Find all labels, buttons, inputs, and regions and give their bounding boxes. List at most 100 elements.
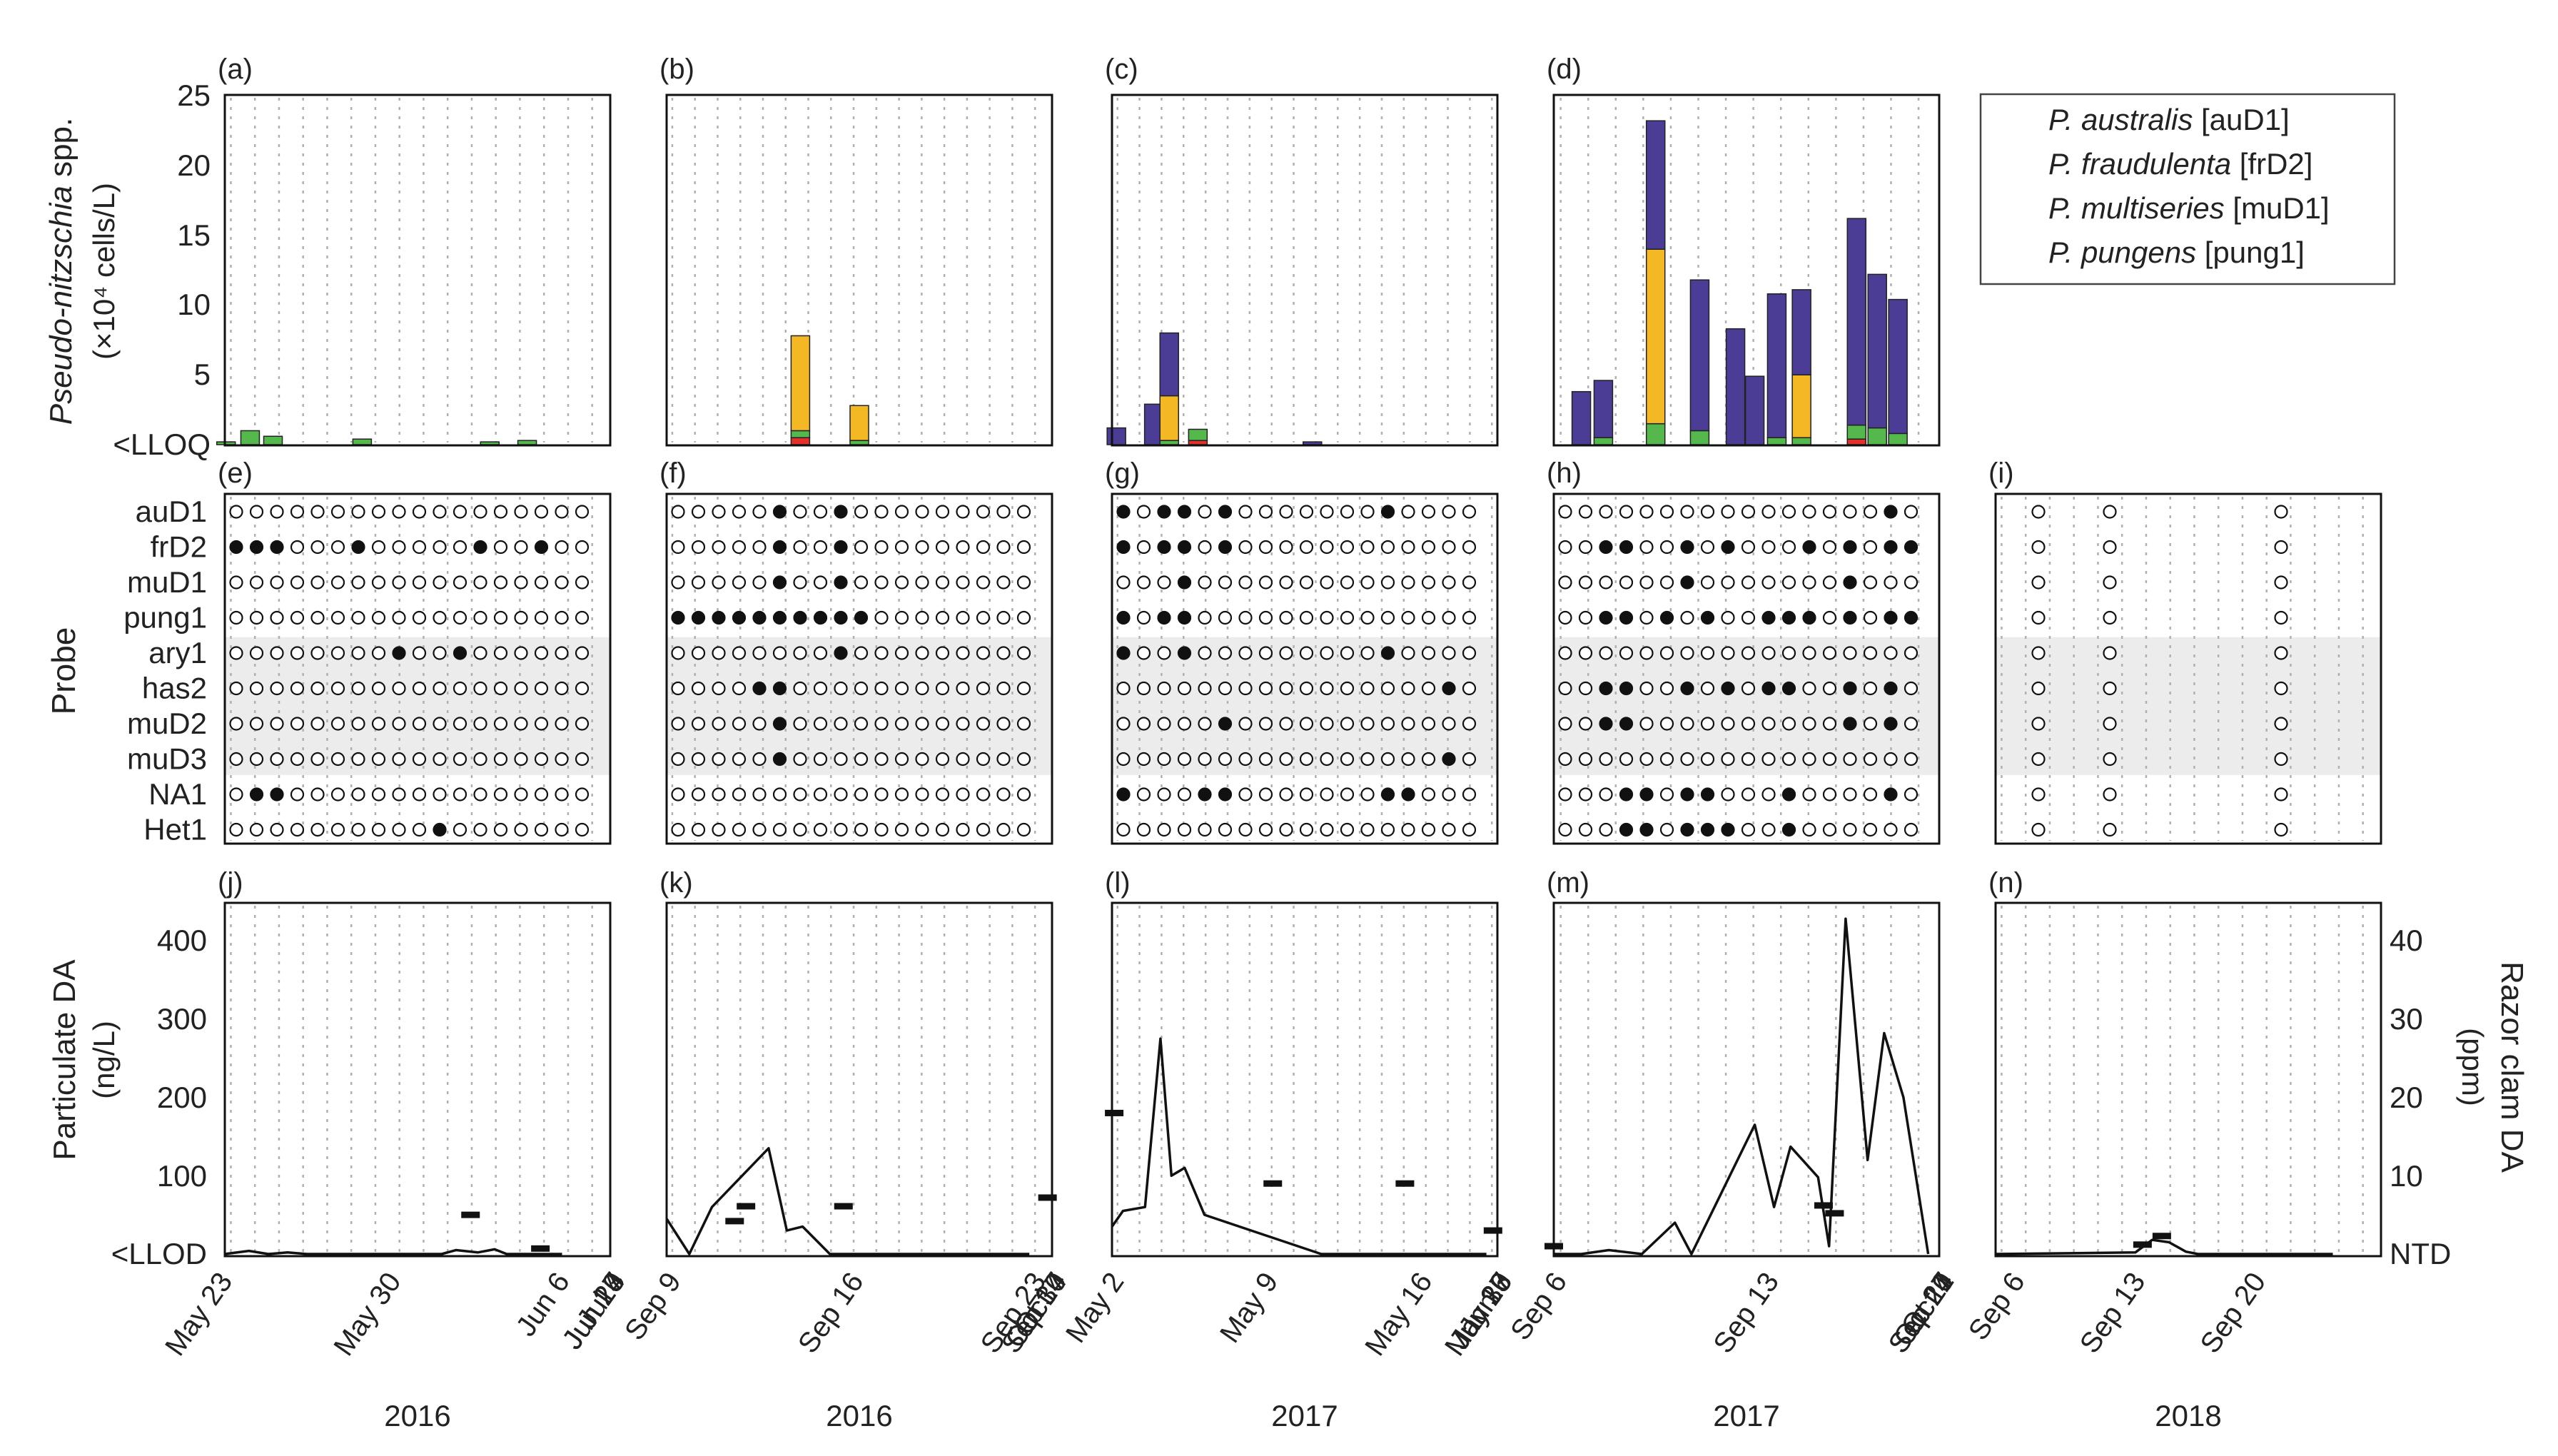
probe-nondetect-dot — [1442, 575, 1456, 590]
pda-axis-units: (ng/L) — [87, 1021, 121, 1099]
probe-nondetect-dot — [290, 822, 305, 837]
probe-nondetect-dot — [1659, 822, 1674, 837]
probe-nondetect-dot — [575, 610, 590, 625]
probe-nondetect-dot — [1258, 505, 1273, 519]
probe-nondetect-dot — [392, 822, 406, 837]
probe-nondetect-dot — [534, 505, 549, 519]
probe-nondetect-dot — [433, 717, 447, 731]
pda-panel-frame — [1552, 901, 1941, 1258]
razor-clam-marker — [1814, 1202, 1833, 1209]
probe-nondetect-dot — [351, 787, 365, 802]
probe-nondetect-dot — [1822, 717, 1837, 731]
probe-nondetect-dot — [433, 575, 447, 590]
probe-nondetect-dot — [1802, 822, 1816, 837]
probe-detect-dot — [772, 575, 787, 590]
probe-nondetect-dot — [514, 752, 528, 767]
probe-nondetect-dot — [834, 822, 848, 837]
year-label: 2017 — [1713, 1399, 1779, 1432]
probe-nondetect-dot — [514, 540, 528, 555]
probe-nondetect-dot — [433, 540, 447, 555]
bar-segment-muD1 — [1645, 248, 1666, 425]
probe-nondetect-dot — [1802, 646, 1816, 660]
probe-nondetect-dot — [493, 646, 508, 660]
probe-nondetect-dot — [1721, 787, 1735, 802]
bar-segment-frD2 — [1867, 427, 1887, 445]
probe-nondetect-dot — [1016, 505, 1031, 519]
probe-nondetect-dot — [1442, 505, 1456, 519]
probe-detect-dot — [1157, 540, 1171, 555]
probe-nondetect-dot — [1863, 505, 1878, 519]
bar-segment-pung1 — [1593, 380, 1614, 438]
probe-detect-dot — [1619, 717, 1634, 731]
probe-nondetect-dot — [1016, 681, 1031, 696]
probe-nondetect-dot — [1721, 575, 1735, 590]
probe-nondetect-dot — [1802, 717, 1816, 731]
pda-panel-frame — [223, 901, 612, 1258]
probe-nondetect-dot — [1421, 787, 1436, 802]
probe-detect-dot — [834, 575, 848, 590]
probe-nondetect-dot — [1462, 822, 1477, 837]
probe-nondetect-dot — [854, 752, 869, 767]
panel-letter: (d) — [1547, 54, 1582, 85]
razor-tick-label: NTD — [2390, 1237, 2451, 1270]
razor-tick-label: 10 — [2390, 1159, 2423, 1193]
probe-nondetect-dot — [249, 610, 264, 625]
probe-nondetect-dot — [1700, 540, 1715, 555]
abundance-panel-frame — [1111, 93, 1499, 447]
probe-nondetect-dot — [1442, 540, 1456, 555]
pda-series-line — [665, 1147, 1030, 1255]
probe-nondetect-dot — [935, 752, 950, 767]
probe-nondetect-dot — [2274, 717, 2288, 731]
probe-detect-dot — [1442, 752, 1456, 767]
probe-nondetect-dot — [1016, 717, 1031, 731]
probe-nondetect-dot — [1822, 505, 1837, 519]
probe-nondetect-dot — [712, 646, 726, 660]
probe-nondetect-dot — [2103, 681, 2117, 696]
probe-nondetect-dot — [1659, 787, 1674, 802]
probe-nondetect-dot — [691, 752, 706, 767]
probe-nondetect-dot — [1238, 505, 1253, 519]
razor-axis-title: Razor clam DA — [2494, 961, 2529, 1173]
probe-nondetect-dot — [1177, 717, 1192, 731]
probe-nondetect-dot — [976, 822, 991, 837]
probe-nondetect-dot — [473, 610, 487, 625]
probe-nondetect-dot — [1599, 505, 1613, 519]
probe-nondetect-dot — [1360, 610, 1375, 625]
probe-nondetect-dot — [1340, 787, 1355, 802]
probe-nondetect-dot — [1442, 717, 1456, 731]
probe-nondetect-dot — [1700, 505, 1715, 519]
probe-nondetect-dot — [433, 787, 447, 802]
probe-nondetect-dot — [935, 540, 950, 555]
probe-nondetect-dot — [1198, 752, 1212, 767]
probe-nondetect-dot — [1578, 787, 1593, 802]
probe-nondetect-dot — [1421, 610, 1436, 625]
probe-nondetect-dot — [854, 787, 869, 802]
probe-nondetect-dot — [671, 505, 685, 519]
probe-nondetect-dot — [1700, 575, 1715, 590]
probe-nondetect-dot — [976, 717, 991, 731]
probe-nondetect-dot — [976, 752, 991, 767]
probe-nondetect-dot — [1258, 575, 1273, 590]
probe-nondetect-dot — [1843, 752, 1857, 767]
probe-nondetect-dot — [1639, 540, 1654, 555]
probe-nondetect-dot — [1238, 752, 1253, 767]
date-tick-label: Sep 16 — [792, 1267, 870, 1359]
probe-nondetect-dot — [371, 575, 386, 590]
probe-nondetect-dot — [1558, 646, 1572, 660]
probe-nondetect-dot — [453, 610, 467, 625]
probe-detect-dot — [1781, 787, 1796, 802]
probe-nondetect-dot — [1659, 646, 1674, 660]
bar-segment-pung1 — [1766, 293, 1787, 438]
probe-nondetect-dot — [1279, 752, 1293, 767]
probe-nondetect-dot — [1741, 822, 1756, 837]
probe-nondetect-dot — [2103, 575, 2117, 590]
probe-nondetect-dot — [894, 505, 909, 519]
probe-detect-dot — [1680, 681, 1694, 696]
razor-tick-label: 30 — [2390, 1002, 2423, 1036]
probe-nondetect-dot — [813, 505, 828, 519]
probe-nondetect-dot — [453, 787, 467, 802]
razor-clam-marker — [1038, 1194, 1057, 1201]
probe-nondetect-dot — [575, 505, 590, 519]
pda-series-line — [1111, 1037, 1487, 1255]
probe-detect-dot — [1843, 610, 1857, 625]
